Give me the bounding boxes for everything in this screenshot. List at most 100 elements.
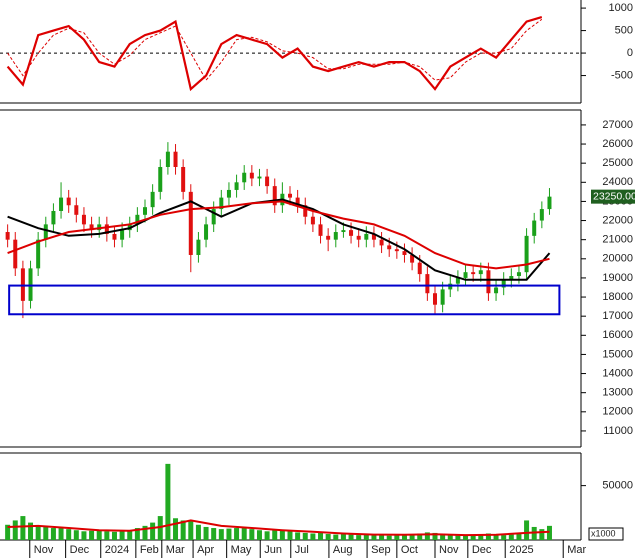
moving-average xyxy=(7,200,550,270)
y-tick-label: 20000 xyxy=(602,253,633,265)
y-tick-label: 27000 xyxy=(602,119,633,131)
candle-body xyxy=(226,189,231,198)
volume-bar xyxy=(348,534,354,540)
x-tick-label: Feb xyxy=(140,544,159,556)
volume-bar xyxy=(539,529,545,540)
volume-bar xyxy=(142,525,148,540)
volume-bar xyxy=(272,530,278,540)
candle-body xyxy=(242,172,247,183)
x-tick-label: Dec xyxy=(70,544,90,556)
y-tick-label: 15000 xyxy=(602,348,633,360)
unit-label: x1000 xyxy=(591,528,616,538)
candle-body xyxy=(402,251,407,255)
y-tick-label: 22000 xyxy=(602,214,633,226)
x-tick-label: Sep xyxy=(371,544,391,556)
candle-body xyxy=(219,197,224,210)
x-tick-label: 2024 xyxy=(105,544,129,556)
candle-body xyxy=(364,233,369,240)
volume-bar xyxy=(546,525,552,540)
unit-box xyxy=(588,527,624,541)
candle-body xyxy=(165,151,170,167)
volume-bar xyxy=(424,532,430,540)
volume-bar xyxy=(134,528,140,540)
support-zone xyxy=(8,284,561,316)
volume-bar xyxy=(73,530,79,540)
candle-body xyxy=(143,207,147,215)
volume-bar xyxy=(218,529,224,540)
volume-bar xyxy=(249,529,255,540)
y-tick-label: 18000 xyxy=(602,291,633,303)
candle-body xyxy=(501,279,506,288)
volume-bar xyxy=(264,531,270,540)
candle-body xyxy=(509,276,514,280)
candle-body xyxy=(471,272,476,275)
oscillator-line xyxy=(6,16,543,92)
volume-bar xyxy=(302,532,308,540)
volume-bar xyxy=(287,531,293,540)
volume-bar xyxy=(28,522,34,540)
volume-bar xyxy=(501,535,507,540)
volume-bar xyxy=(195,524,201,540)
candle-body xyxy=(379,239,384,246)
volume-bar xyxy=(89,530,95,540)
volume-bar xyxy=(333,534,339,540)
x-tick-label: Dec xyxy=(472,544,492,556)
candle-body xyxy=(539,209,544,221)
volume-bar xyxy=(356,535,362,540)
candle-body xyxy=(371,233,376,240)
y-tick-label: 50000 xyxy=(602,480,633,492)
volume-bar xyxy=(440,534,446,540)
x-tick-label: Mar xyxy=(567,544,586,556)
x-tick-label: Jun xyxy=(264,544,282,556)
volume-bar xyxy=(12,520,18,540)
x-tick-label: Jul xyxy=(295,544,309,556)
candle-body xyxy=(410,254,415,263)
y-tick-label: 17000 xyxy=(602,310,633,322)
volume-bar xyxy=(234,528,240,540)
candle-body xyxy=(494,287,499,294)
candle-body xyxy=(310,216,315,225)
y-tick-label: 11000 xyxy=(603,425,633,437)
candle-body xyxy=(173,151,178,167)
candle-body xyxy=(257,176,262,179)
volume-bar xyxy=(226,528,232,540)
candle-body xyxy=(13,239,18,269)
candle-body xyxy=(150,191,155,208)
volume-bar xyxy=(188,521,194,540)
candle-body xyxy=(204,224,209,240)
volume-bar xyxy=(524,520,530,540)
volume-bar xyxy=(58,526,64,540)
volume-bar xyxy=(127,530,133,540)
candle-body xyxy=(532,220,537,236)
volume-bar xyxy=(150,522,156,540)
x-tick-label: Aug xyxy=(333,544,353,556)
candle-body xyxy=(516,272,521,277)
volume-bar xyxy=(493,534,499,540)
candle-body xyxy=(51,210,56,225)
volume-bar xyxy=(165,463,171,540)
volume-bar xyxy=(241,526,247,540)
y-tick-label: 26000 xyxy=(602,138,633,150)
candle-body xyxy=(66,197,71,206)
y-tick-label: 21000 xyxy=(602,234,633,246)
candle-body xyxy=(524,235,529,273)
volume-average xyxy=(7,519,550,537)
volume-bar xyxy=(386,535,392,540)
x-tick-label: Apr xyxy=(197,544,214,556)
volume-bar xyxy=(81,531,87,540)
candle-body xyxy=(74,205,79,215)
candle-body xyxy=(265,176,270,187)
candle-body xyxy=(158,166,163,192)
candle-body xyxy=(89,224,94,231)
volume-bar xyxy=(43,525,49,540)
volume-bar xyxy=(180,520,186,540)
candle-body xyxy=(318,224,323,236)
y-tick-label: 24000 xyxy=(602,176,633,188)
candle-body xyxy=(135,214,140,225)
candle-body xyxy=(59,197,64,211)
volume-bar xyxy=(470,535,476,540)
volume-bar xyxy=(256,530,262,540)
volume-bar xyxy=(455,535,461,540)
volume-bar xyxy=(20,516,26,540)
